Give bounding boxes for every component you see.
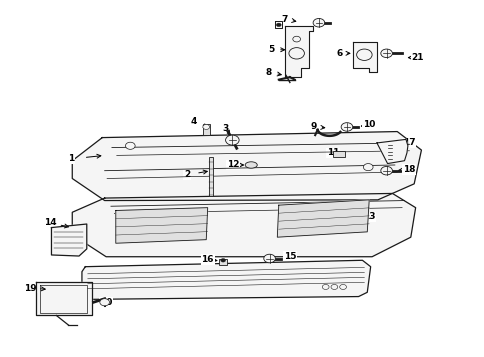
Text: 1: 1 bbox=[68, 155, 74, 164]
Polygon shape bbox=[72, 193, 415, 257]
Circle shape bbox=[363, 164, 372, 171]
Text: 19: 19 bbox=[24, 283, 37, 292]
Polygon shape bbox=[219, 258, 227, 265]
Circle shape bbox=[380, 166, 392, 175]
Circle shape bbox=[276, 23, 281, 27]
Circle shape bbox=[340, 123, 352, 131]
Circle shape bbox=[100, 299, 109, 306]
Polygon shape bbox=[275, 21, 282, 29]
Polygon shape bbox=[285, 26, 312, 77]
Polygon shape bbox=[277, 200, 368, 237]
Text: 11: 11 bbox=[327, 149, 339, 157]
Text: 18: 18 bbox=[402, 165, 415, 174]
Circle shape bbox=[125, 142, 135, 149]
Text: 16: 16 bbox=[201, 255, 213, 264]
Text: 7: 7 bbox=[281, 15, 287, 24]
Circle shape bbox=[356, 49, 371, 60]
Text: 10: 10 bbox=[362, 120, 375, 129]
Circle shape bbox=[322, 285, 328, 290]
Circle shape bbox=[202, 125, 209, 130]
Circle shape bbox=[263, 254, 275, 263]
Text: 4: 4 bbox=[191, 117, 197, 126]
Polygon shape bbox=[116, 208, 207, 243]
Circle shape bbox=[225, 135, 239, 145]
Text: 15: 15 bbox=[283, 252, 296, 261]
Ellipse shape bbox=[244, 162, 257, 168]
Text: 13: 13 bbox=[362, 212, 375, 221]
Text: 21: 21 bbox=[410, 53, 423, 62]
Text: 20: 20 bbox=[100, 298, 112, 307]
Polygon shape bbox=[82, 260, 370, 300]
Polygon shape bbox=[352, 41, 376, 72]
Circle shape bbox=[292, 36, 300, 42]
Polygon shape bbox=[51, 224, 87, 256]
Polygon shape bbox=[376, 139, 407, 164]
Text: 8: 8 bbox=[265, 68, 272, 77]
Polygon shape bbox=[333, 151, 344, 157]
Circle shape bbox=[380, 49, 392, 57]
Circle shape bbox=[330, 285, 337, 290]
Text: 9: 9 bbox=[310, 122, 317, 131]
Text: 14: 14 bbox=[44, 218, 56, 227]
Polygon shape bbox=[72, 132, 421, 201]
Circle shape bbox=[313, 19, 324, 27]
Polygon shape bbox=[35, 282, 91, 316]
Circle shape bbox=[339, 285, 346, 290]
Text: 12: 12 bbox=[226, 161, 239, 170]
Circle shape bbox=[220, 258, 225, 262]
Text: 2: 2 bbox=[183, 170, 190, 180]
Text: 6: 6 bbox=[335, 49, 342, 58]
Polygon shape bbox=[208, 157, 213, 196]
Text: 3: 3 bbox=[222, 124, 228, 132]
Text: 17: 17 bbox=[402, 139, 415, 147]
Circle shape bbox=[288, 47, 304, 59]
Polygon shape bbox=[202, 125, 209, 135]
Text: 5: 5 bbox=[268, 45, 274, 54]
